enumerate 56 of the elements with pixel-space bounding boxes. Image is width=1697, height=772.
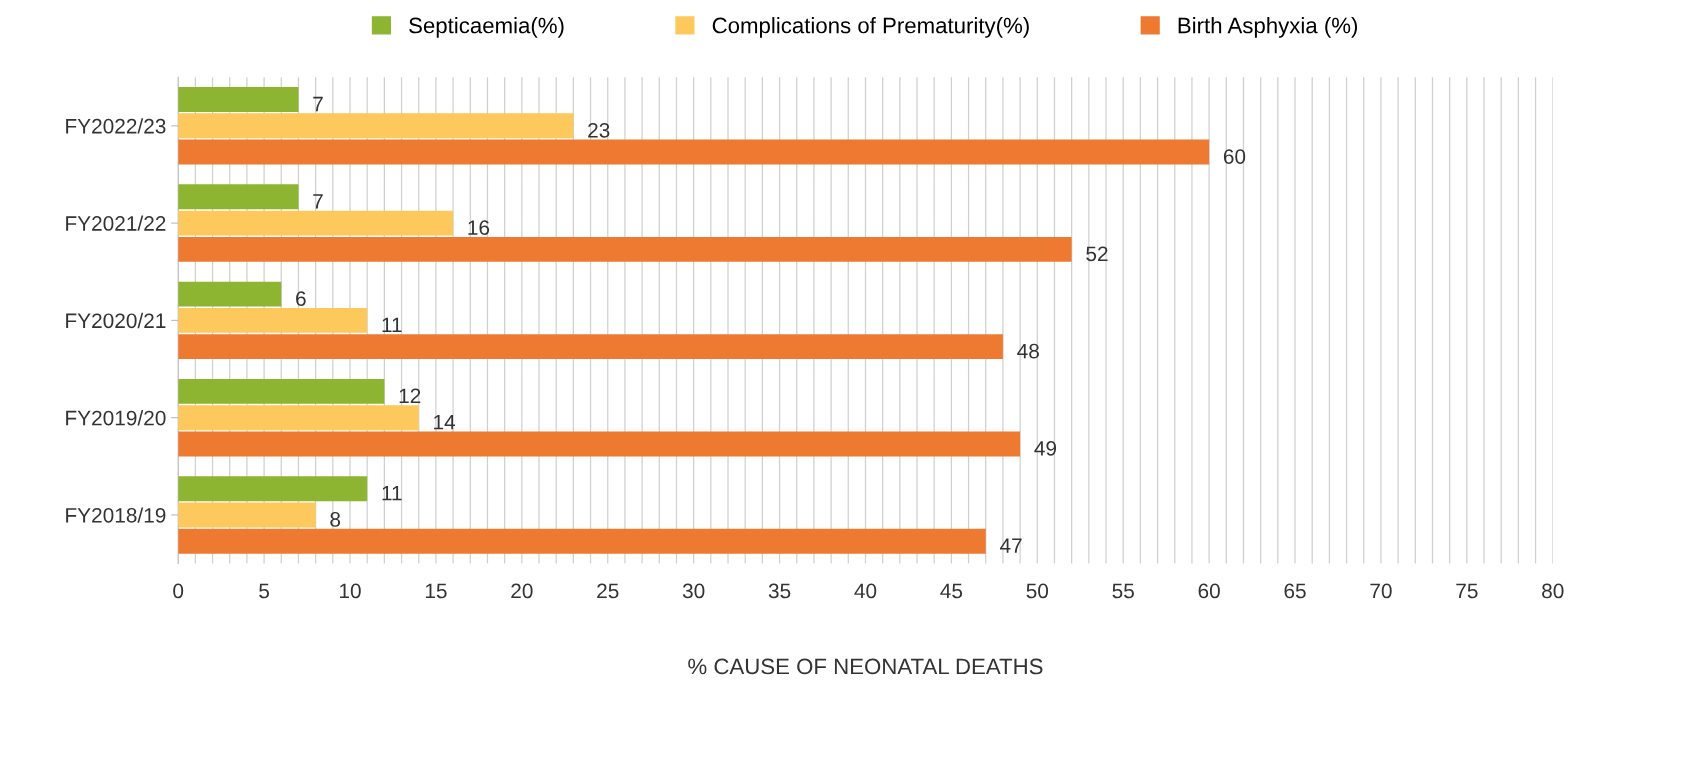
x-tick-label: 10 [340, 583, 361, 599]
bar [178, 139, 1210, 165]
data-label: 6 [296, 291, 306, 306]
x-tick-label: 80 [1542, 583, 1564, 599]
y-tick-label: FY2020/21 [66, 312, 166, 329]
data-label: 14 [434, 414, 456, 430]
x-axis-title: % CAUSE OF NEONATAL DEATHS [688, 658, 1043, 675]
data-label: 60 [1223, 149, 1246, 164]
x-tick-label: 50 [1026, 583, 1049, 599]
y-tick-label: FY2021/22 [66, 215, 166, 231]
bar [178, 476, 368, 502]
data-label: 16 [468, 220, 490, 235]
x-tick-label: 25 [597, 583, 619, 599]
data-label: 52 [1086, 246, 1108, 262]
bar [178, 184, 299, 210]
data-label: 47 [999, 538, 1022, 553]
x-tick-label: 55 [1112, 583, 1134, 599]
legend-label: Complications of Prematurity(%) [712, 17, 1029, 38]
y-tick-label: FY2022/23 [66, 118, 166, 134]
x-tick-label: 60 [1198, 583, 1220, 599]
bar [178, 528, 986, 554]
data-label: 48 [1017, 343, 1039, 359]
x-tick-label: 45 [940, 583, 963, 599]
legend-label: Septicaemia(%) [409, 17, 564, 38]
x-tick-label: 5 [259, 583, 270, 599]
x-tick-label: 70 [1370, 583, 1392, 599]
data-label: 8 [330, 512, 341, 527]
x-tick-label: 35 [768, 583, 791, 599]
x-tick-label: 15 [425, 583, 447, 599]
bar [178, 405, 419, 431]
bar [178, 502, 316, 528]
bar [178, 281, 282, 307]
x-tick-label: 65 [1284, 583, 1306, 599]
x-tick-label: 40 [854, 583, 877, 599]
bar [178, 378, 385, 404]
x-tick-label: 0 [173, 583, 184, 599]
bar [178, 87, 299, 113]
data-label: 12 [399, 388, 421, 404]
x-tick-label: 30 [682, 583, 705, 599]
data-label: 49 [1034, 440, 1057, 456]
x-tick-label: 20 [511, 583, 533, 599]
bar [178, 236, 1072, 262]
y-tick-label: FY2019/20 [66, 410, 166, 426]
data-label: 11 [382, 317, 402, 332]
bar [178, 431, 1021, 457]
bar [178, 210, 454, 236]
data-label: 23 [588, 122, 610, 138]
bar [178, 334, 1003, 360]
bar [178, 113, 574, 139]
data-label: 7 [313, 194, 323, 209]
legend-label: Birth Asphyxia (%) [1178, 17, 1358, 38]
data-label: 11 [382, 485, 402, 501]
y-tick-label: FY2018/19 [66, 507, 166, 523]
x-tick-label: 75 [1456, 583, 1478, 599]
data-label: 7 [313, 96, 323, 112]
bar [178, 307, 368, 333]
